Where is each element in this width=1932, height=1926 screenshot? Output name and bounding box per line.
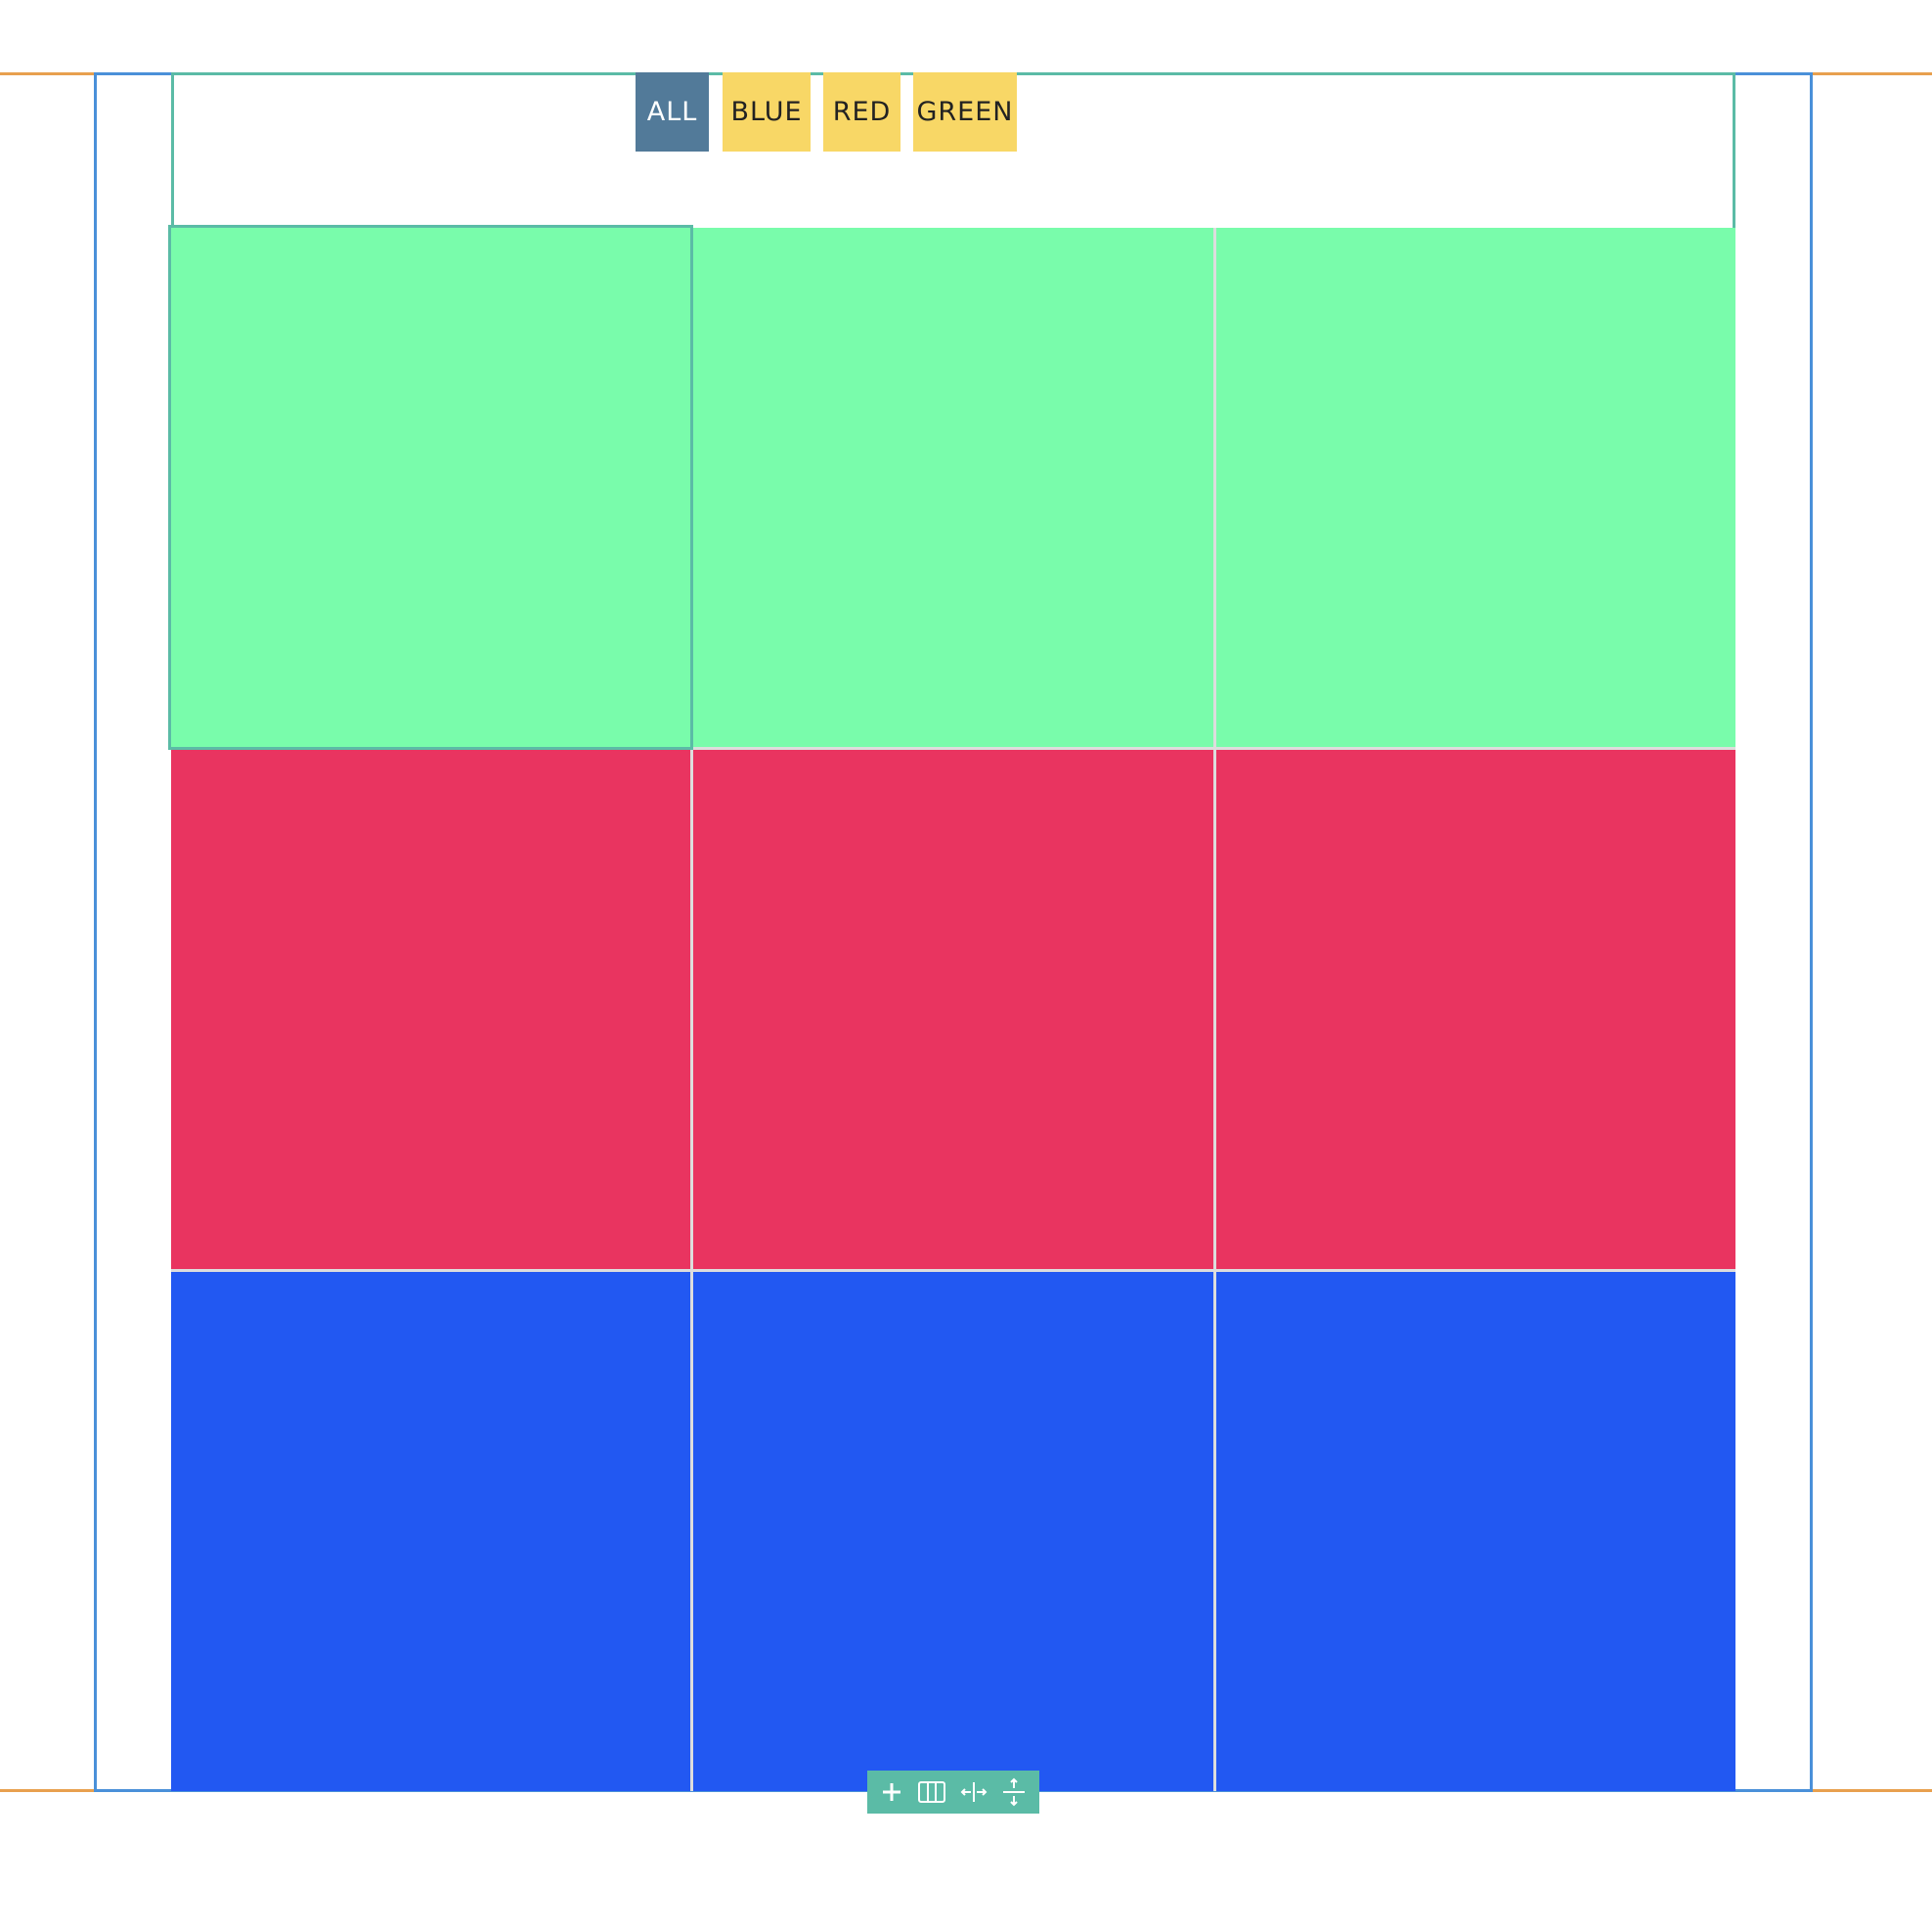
filter-green-button[interactable]: GREEN (913, 72, 1017, 152)
grid-item[interactable] (171, 750, 691, 1269)
grid-item[interactable] (171, 1272, 691, 1791)
columns-icon[interactable] (917, 1779, 946, 1805)
color-grid (167, 225, 1735, 1791)
resize-vertical-icon[interactable] (1001, 1777, 1027, 1807)
grid-item[interactable] (1215, 228, 1735, 747)
margin-guide-bottom-right (1812, 1789, 1932, 1792)
grid-item[interactable] (1215, 1272, 1735, 1791)
plus-icon[interactable] (880, 1780, 903, 1804)
margin-guide-top-left (0, 72, 95, 75)
grid-item[interactable] (167, 225, 694, 750)
grid-item[interactable] (693, 1272, 1213, 1791)
filter-blue-button[interactable]: BLUE (723, 72, 811, 152)
filter-all-button[interactable]: ALL (636, 72, 709, 152)
resize-horizontal-icon[interactable] (960, 1779, 988, 1805)
grid-item[interactable] (693, 750, 1213, 1269)
grid-item[interactable] (1215, 750, 1735, 1269)
grid-item[interactable] (693, 228, 1213, 747)
element-toolbar (867, 1771, 1039, 1814)
margin-guide-top-right (1812, 72, 1932, 75)
margin-guide-bottom-left (0, 1789, 95, 1792)
filter-red-button[interactable]: RED (823, 72, 900, 152)
